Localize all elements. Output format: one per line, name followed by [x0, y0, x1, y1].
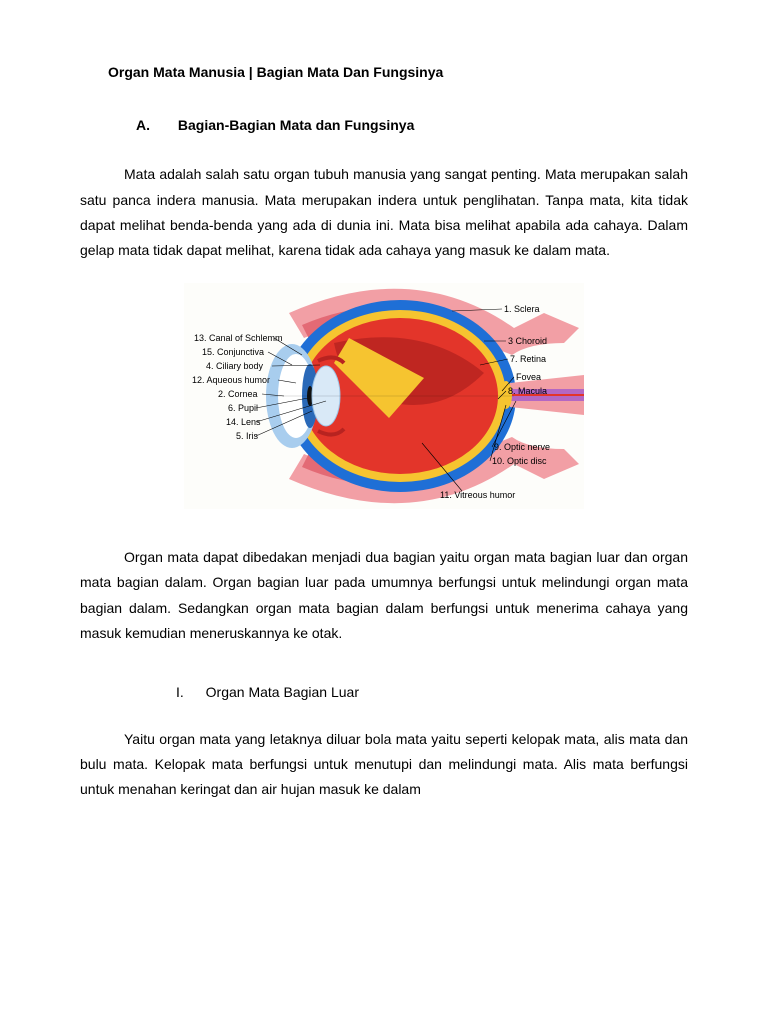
diagram-label: 8. Macula [508, 387, 547, 397]
paragraph-3-text: Yaitu organ mata yang letaknya diluar bo… [80, 731, 688, 797]
diagram-label: 9. Optic nerve [494, 443, 550, 453]
sub-section-i: I. Organ Mata Bagian Luar [176, 680, 688, 705]
diagram-label: 14. Lens [226, 418, 272, 428]
sub-i-roman: I. [176, 684, 184, 700]
diagram-label: 10. Optic disc [492, 457, 547, 467]
eye-diagram: 13. Canal of Schlemm 15. Conjunctiva 4. Ci… [184, 283, 584, 509]
paragraph-2-text: Organ mata dapat dibedakan menjadi dua b… [80, 549, 688, 641]
diagram-label: 2. Cornea [218, 390, 272, 400]
sub-i-text: Organ Mata Bagian Luar [206, 684, 359, 700]
diagram-label: 6. Pupil [228, 404, 272, 414]
diagram-label: 1. Sclera [504, 305, 540, 315]
diagram-label: 7. Retina [510, 355, 546, 365]
diagram-label: 13. Canal of Schlemm [194, 334, 272, 344]
diagram-label: 11. Vitreous humor [440, 491, 515, 501]
diagram-label: 4. Ciliary body [206, 362, 272, 372]
diagram-label: 12. Aqueous humor [192, 376, 272, 386]
diagram-label: Fovea [516, 373, 541, 383]
paragraph-1: Mata adalah salah satu organ tubuh manus… [80, 162, 688, 263]
diagram-label: 15. Conjunctiva [202, 348, 272, 358]
page-title: Organ Mata Manusia | Bagian Mata Dan Fun… [108, 60, 688, 85]
section-a-text: Bagian-Bagian Mata dan Fungsinya [178, 117, 414, 133]
diagram-label: 5. Iris [236, 432, 272, 442]
section-a-header: A. Bagian-Bagian Mata dan Fungsinya [136, 113, 688, 138]
paragraph-1-text: Mata adalah salah satu organ tubuh manus… [80, 166, 688, 258]
paragraph-2: Organ mata dapat dibedakan menjadi dua b… [80, 545, 688, 646]
section-a-letter: A. [136, 117, 150, 133]
diagram-label: 3 Choroid [508, 337, 547, 347]
paragraph-3: Yaitu organ mata yang letaknya diluar bo… [80, 727, 688, 803]
